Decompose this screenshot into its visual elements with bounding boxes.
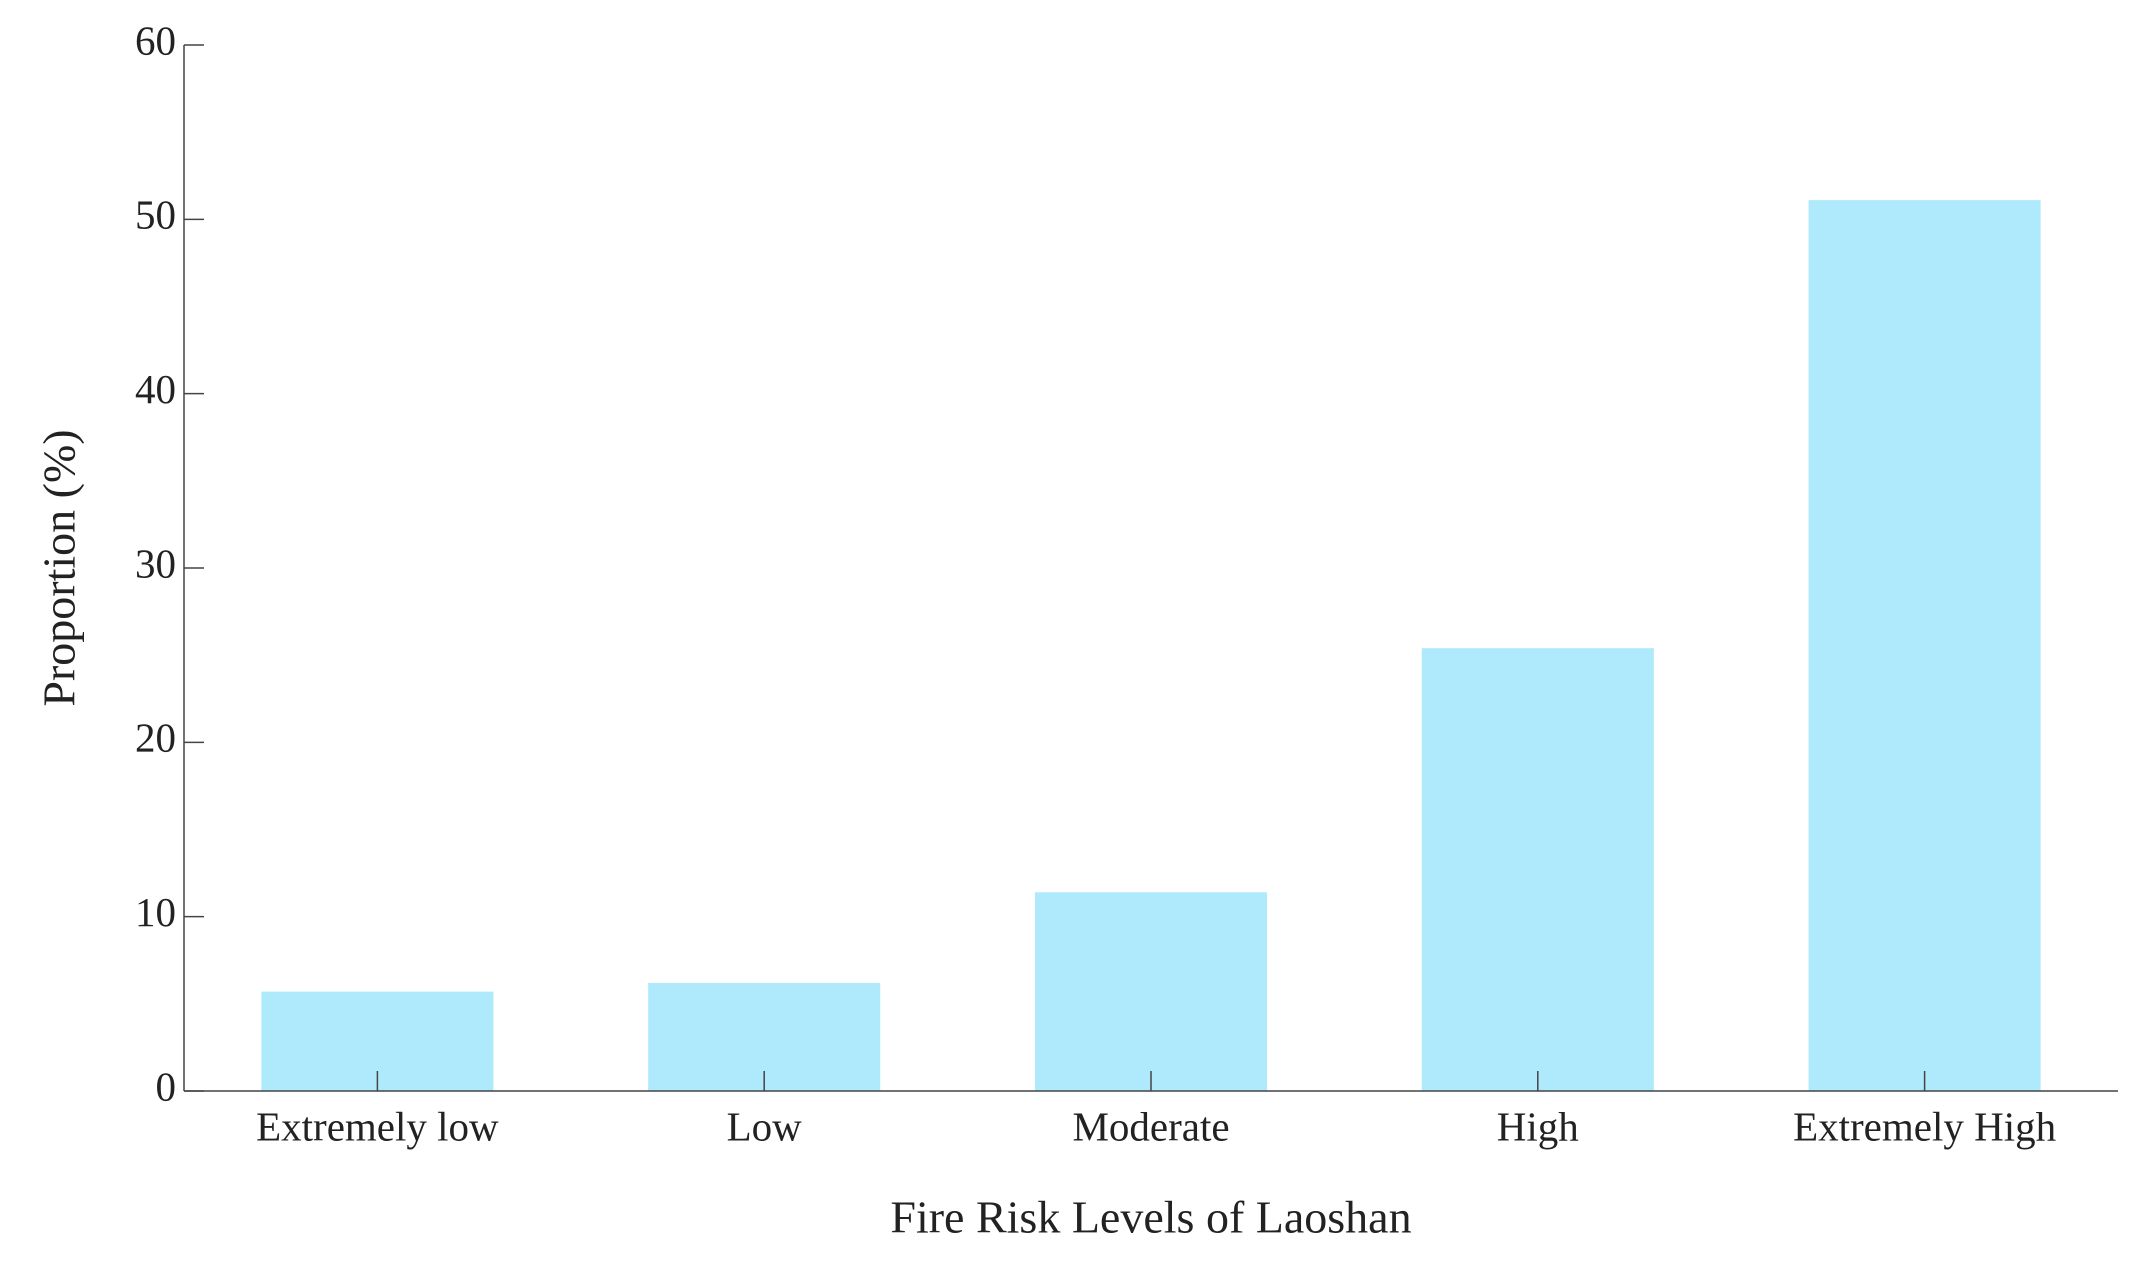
bar [1808,200,2041,1091]
y-tick-label: 10 [135,889,176,935]
x-tick-label: Extremely low [256,1103,499,1149]
x-tick-label: High [1497,1103,1579,1149]
bar [1421,648,1654,1091]
x-tick-label: Extremely High [1793,1103,2056,1149]
y-tick-label: 30 [135,540,176,586]
y-tick-label: 60 [135,17,176,63]
y-tick-label: 40 [135,366,176,412]
y-tick-label: 0 [156,1063,177,1109]
x-tick-label: Moderate [1072,1103,1229,1149]
y-tick-label: 50 [135,192,176,238]
bar [1034,892,1268,1091]
y-axis-label: Proportion (%) [34,429,85,706]
x-axis-label: Fire Risk Levels of Laoshan [890,1192,1411,1243]
x-tick-label: Low [727,1103,803,1149]
y-tick-label: 20 [135,715,176,761]
